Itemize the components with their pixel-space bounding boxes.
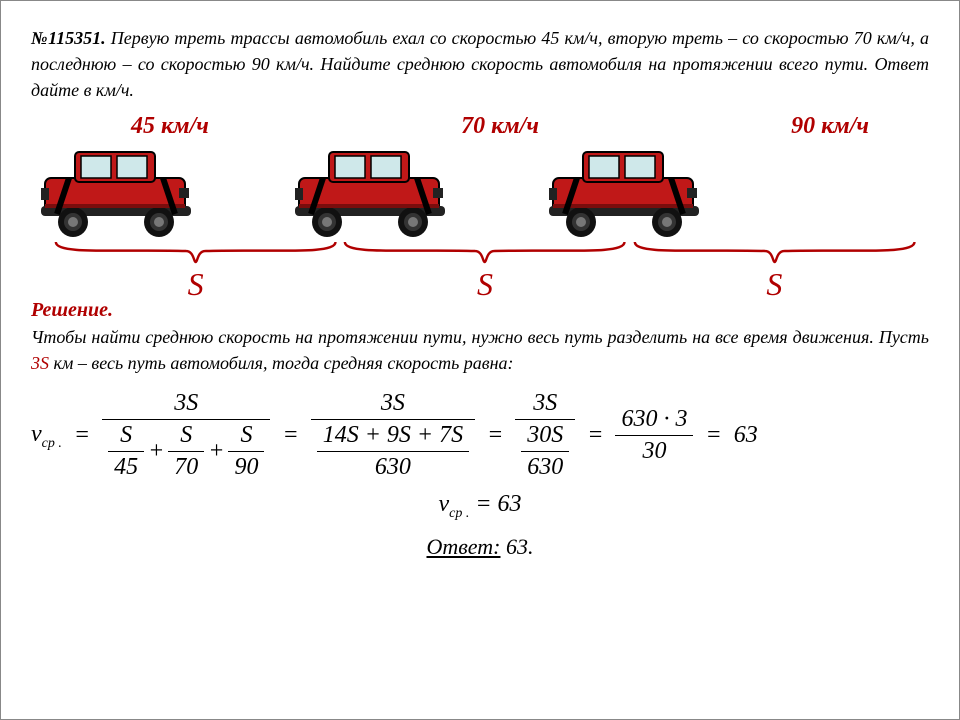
formula-line: vср . = 3S S45 + S70 + S90 = 3S [31, 390, 929, 481]
problem-number: №115351. [31, 28, 106, 48]
answer-label: Ответ: [426, 534, 500, 559]
speed-3: 90 км/ч [791, 113, 869, 140]
formula-block: vср . = 3S S45 + S70 + S90 = 3S [31, 390, 929, 522]
speed-1: 45 км/ч [131, 113, 209, 140]
step4-frac: 630 · 3 30 [615, 406, 693, 465]
car-icon-2 [285, 144, 455, 239]
segment-label-2: S [340, 266, 629, 303]
result-line: vср . = 63 [31, 491, 929, 522]
car-icon-3 [539, 144, 709, 239]
speed-labels-row: 45 км/ч 70 км/ч 90 км/ч [31, 113, 929, 140]
solution-highlight: 3S [31, 353, 49, 373]
car-icon-1 [31, 144, 201, 239]
problem-text: Первую треть трассы автомобиль ехал со с… [31, 28, 929, 100]
step2-frac: 3S 14S + 9S + 7S 630 [311, 390, 475, 481]
step1-den: S45 + S70 + S90 [108, 422, 264, 481]
problem-statement: №115351. Первую треть трассы автомобиль … [31, 25, 929, 103]
step3-frac: 3S 30S 630 [515, 390, 575, 481]
segment-labels-row: S S S [31, 266, 929, 303]
answer-line: Ответ: 63. [31, 534, 929, 560]
cars-row [31, 144, 929, 239]
worksheet-page: №115351. Первую треть трассы автомобиль … [0, 0, 960, 720]
equals-2: = [280, 422, 300, 449]
equals-5: = [703, 422, 723, 449]
segment-label-3: S [630, 266, 919, 303]
solution-text: Чтобы найти среднюю скорость на протяжен… [31, 324, 929, 376]
equals-4: = [585, 422, 605, 449]
segment-label-1: S [51, 266, 340, 303]
v-avg-label: vср . [31, 421, 62, 452]
answer-value: 63. [506, 534, 534, 559]
equals-1: = [72, 422, 92, 449]
solution-post: км – весь путь автомобиля, тогда средняя… [49, 353, 514, 373]
result-value: 63 [734, 422, 758, 449]
speed-2: 70 км/ч [461, 113, 539, 140]
step1-frac: 3S S45 + S70 + S90 [102, 390, 270, 481]
equals-3: = [485, 422, 505, 449]
solution-pre: Чтобы найти среднюю скорость на протяжен… [31, 327, 929, 347]
